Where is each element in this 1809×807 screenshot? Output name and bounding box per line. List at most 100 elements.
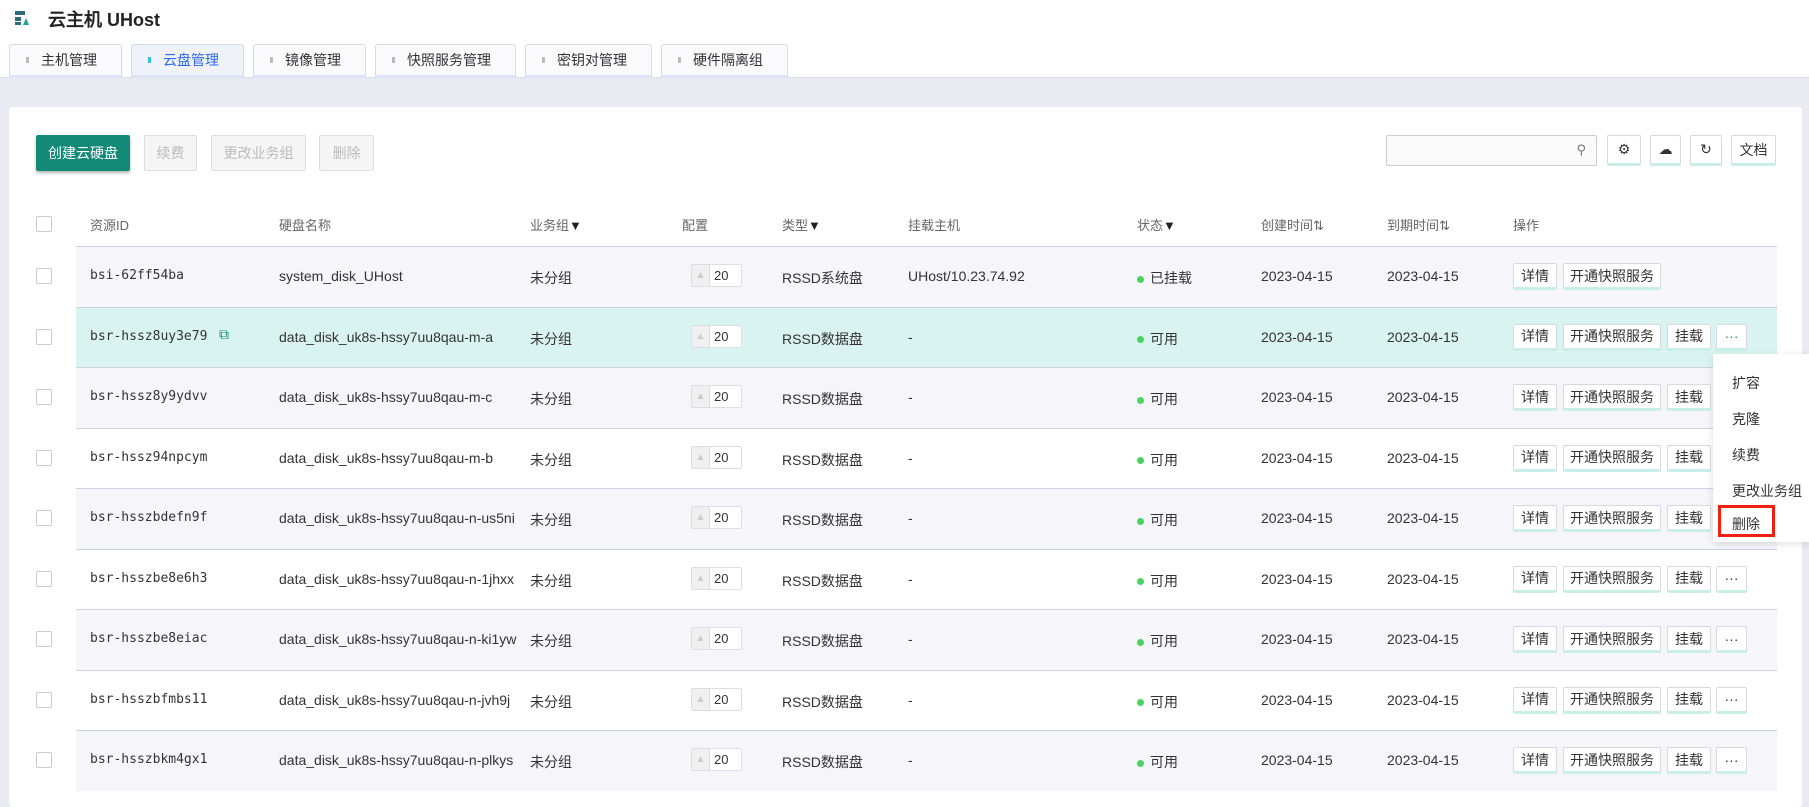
resource-id[interactable]: bsr-hsszbkm4gx1 — [90, 752, 208, 767]
refresh-button[interactable]: ↻ — [1690, 135, 1722, 166]
resource-id[interactable]: bsr-hssz8uy3e79 — [90, 328, 208, 344]
resource-id[interactable]: bsr-hsszbdefn9f — [90, 510, 208, 525]
detail-button[interactable]: 详情 — [1513, 626, 1557, 653]
enable-snapshot-button[interactable]: 开通快照服务 — [1563, 747, 1661, 774]
resource-id[interactable]: bsr-hsszbfmbs11 — [90, 691, 208, 707]
tab-image[interactable]: 镜像管理 — [253, 44, 366, 78]
disk-size: 20 — [714, 328, 729, 344]
tab-label: 密钥对管理 — [557, 52, 627, 68]
row-checkbox[interactable] — [36, 389, 52, 405]
col-group[interactable]: 业务组▼ — [530, 215, 582, 234]
more-button[interactable]: ··· — [1716, 747, 1747, 774]
tab-snapshot[interactable]: 快照服务管理 — [375, 44, 516, 78]
more-button[interactable]: ··· — [1716, 626, 1747, 653]
top-header: 云主机 UHost 主机管理 云盘管理 镜像管理 快照服务管理 密钥对管理 硬件… — [0, 0, 1809, 78]
detail-button[interactable]: 详情 — [1513, 384, 1557, 411]
tab-disk[interactable]: 云盘管理 — [131, 44, 244, 78]
disk-name: data_disk_uk8s-hssy7uu8qau-m-b — [279, 449, 494, 466]
table-row[interactable]: bsr-hsszbe8e6h3 data_disk_uk8s-hssy7uu8q… — [36, 548, 1777, 610]
detail-button[interactable]: 详情 — [1513, 505, 1557, 532]
mount-button[interactable]: 挂载 — [1667, 505, 1711, 532]
create-disk-button[interactable]: 创建云硬盘 — [36, 135, 130, 171]
detail-button[interactable]: 详情 — [1513, 565, 1557, 593]
mount-button[interactable]: 挂载 — [1667, 444, 1711, 472]
table-row[interactable]: bsr-hsszbe8eiac data_disk_uk8s-hssy7uu8q… — [36, 609, 1777, 670]
detail-button[interactable]: 详情 — [1513, 323, 1557, 351]
resource-id[interactable]: bsr-hssz94npcym — [90, 449, 208, 465]
row-checkbox[interactable] — [36, 691, 52, 708]
table-row[interactable]: bsr-hssz94npcym data_disk_uk8s-hssy7uu8q… — [36, 427, 1777, 489]
group: 未分组 — [530, 270, 572, 286]
menu-item-delete[interactable]: 删除 — [1718, 505, 1775, 537]
detail-button[interactable]: 详情 — [1513, 444, 1557, 472]
mount-button[interactable]: 挂载 — [1667, 565, 1711, 593]
disk-size: 20 — [714, 389, 729, 404]
resource-id[interactable]: bsr-hsszbe8e6h3 — [90, 570, 208, 586]
tab-host[interactable]: 主机管理 — [9, 44, 122, 78]
col-created[interactable]: 创建时间⇅ — [1261, 215, 1324, 234]
table-row[interactable]: bsr-hssz8uy3e79 ⧉ data_disk_uk8s-hssy7uu… — [36, 306, 1777, 367]
status-dot-icon — [1137, 275, 1144, 283]
more-button[interactable]: ··· — [1716, 686, 1747, 714]
more-button[interactable]: ··· — [1716, 323, 1747, 351]
resource-id[interactable]: bsr-hsszbe8eiac — [90, 631, 208, 646]
row-checkbox[interactable] — [36, 328, 52, 345]
menu-item-renew[interactable]: 续费 — [1732, 447, 1760, 463]
enable-snapshot-button[interactable]: 开通快照服务 — [1563, 444, 1661, 472]
select-all-checkbox[interactable] — [36, 216, 52, 232]
copy-icon[interactable]: ⧉ — [219, 325, 229, 342]
enable-snapshot-button[interactable]: 开通快照服务 — [1563, 384, 1661, 411]
col-label: 到期时间 — [1387, 218, 1440, 233]
menu-item-change-group[interactable]: 更改业务组 — [1732, 483, 1802, 499]
enable-snapshot-button[interactable]: 开通快照服务 — [1563, 686, 1661, 714]
config-badge: ▲ 20 — [691, 506, 742, 529]
row-checkbox[interactable] — [36, 268, 52, 284]
mount-button[interactable]: 挂载 — [1667, 686, 1711, 714]
row-checkbox[interactable] — [36, 631, 52, 647]
resource-id[interactable]: bsr-hssz8y9ydvv — [90, 389, 208, 404]
tab-isolation-group[interactable]: 硬件隔离组 — [661, 44, 788, 78]
enable-snapshot-button[interactable]: 开通快照服务 — [1563, 565, 1661, 593]
download-button[interactable]: ☁ — [1650, 135, 1681, 166]
mount-button[interactable]: 挂载 — [1667, 323, 1711, 351]
enable-snapshot-button[interactable]: 开通快照服务 — [1563, 323, 1661, 351]
disk-icon: ▲ — [692, 265, 710, 286]
detail-button[interactable]: 详情 — [1513, 263, 1557, 290]
table-row[interactable]: bsr-hssz8y9ydvv data_disk_uk8s-hssy7uu8q… — [36, 367, 1777, 428]
col-status[interactable]: 状态▼ — [1137, 215, 1176, 234]
mount-button[interactable]: 挂载 — [1667, 384, 1711, 411]
delete-button[interactable]: 删除 — [319, 135, 374, 171]
renew-button[interactable]: 续费 — [144, 135, 197, 171]
expire-date: 2023-04-15 — [1387, 510, 1459, 526]
table-row[interactable]: bsr-hsszbfmbs11 data_disk_uk8s-hssy7uu8q… — [36, 669, 1777, 731]
detail-button[interactable]: 详情 — [1513, 747, 1557, 774]
enable-snapshot-button[interactable]: 开通快照服务 — [1563, 626, 1661, 653]
created-date: 2023-04-15 — [1261, 389, 1333, 405]
docs-button[interactable]: 文档 — [1731, 135, 1776, 166]
change-group-button[interactable]: 更改业务组 — [211, 135, 306, 171]
col-expire[interactable]: 到期时间⇅ — [1387, 215, 1450, 234]
resource-id[interactable]: bsi-62ff54ba — [90, 268, 184, 283]
menu-item-expand[interactable]: 扩容 — [1732, 375, 1760, 391]
table-row[interactable]: bsr-hsszbkm4gx1 data_disk_uk8s-hssy7uu8q… — [36, 730, 1777, 791]
created-date: 2023-04-15 — [1261, 268, 1333, 284]
settings-button[interactable]: ⚙ — [1607, 135, 1641, 166]
filter-icon: ▼ — [569, 218, 582, 233]
row-checkbox[interactable] — [36, 510, 52, 526]
mount-button[interactable]: 挂载 — [1667, 626, 1711, 653]
table-row[interactable]: bsr-hsszbdefn9f data_disk_uk8s-hssy7uu8q… — [36, 488, 1777, 549]
detail-button[interactable]: 详情 — [1513, 686, 1557, 714]
tab-keypair[interactable]: 密钥对管理 — [525, 44, 652, 78]
col-type[interactable]: 类型▼ — [782, 215, 821, 234]
table-row[interactable]: bsi-62ff54ba system_disk_UHost 未分组 ▲ 20 R… — [36, 246, 1777, 307]
col-label: 类型 — [782, 218, 809, 233]
row-checkbox[interactable] — [36, 570, 52, 587]
search-input[interactable]: ⚲ — [1386, 135, 1597, 166]
mount-button[interactable]: 挂载 — [1667, 747, 1711, 774]
enable-snapshot-button[interactable]: 开通快照服务 — [1563, 505, 1661, 532]
more-button[interactable]: ··· — [1716, 565, 1747, 593]
row-checkbox[interactable] — [36, 449, 52, 466]
enable-snapshot-button[interactable]: 开通快照服务 — [1563, 263, 1661, 290]
menu-item-clone[interactable]: 克隆 — [1732, 411, 1760, 427]
row-checkbox[interactable] — [36, 752, 52, 768]
